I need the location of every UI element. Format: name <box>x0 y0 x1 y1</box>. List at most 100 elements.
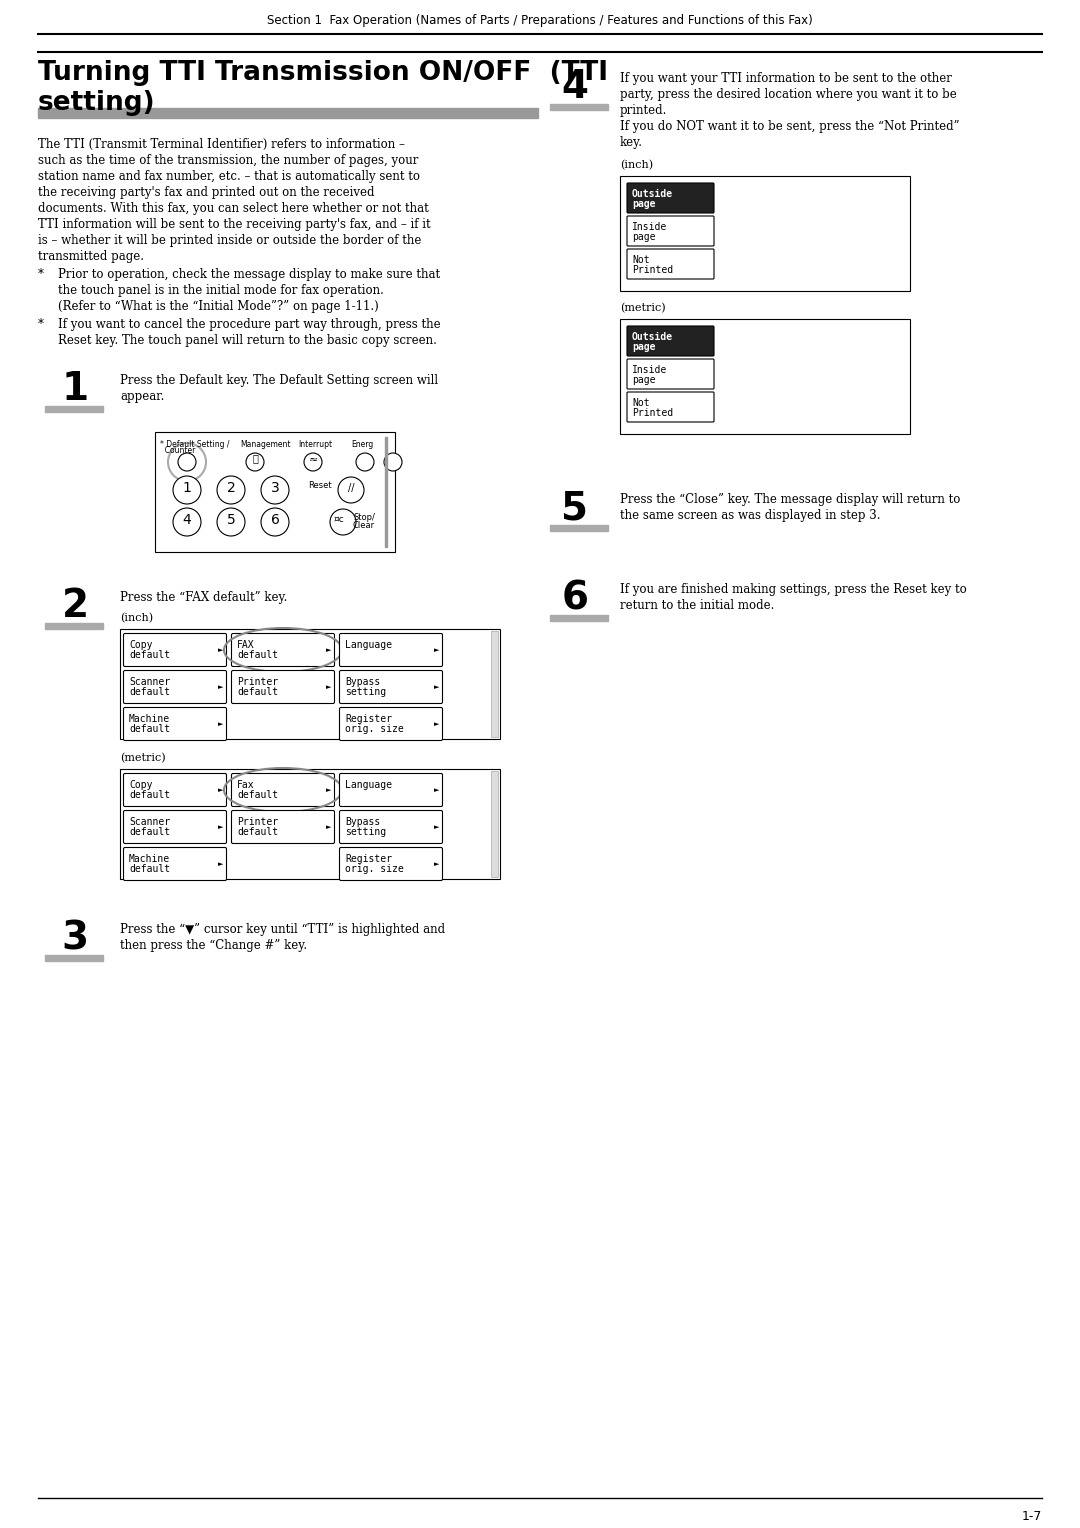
Circle shape <box>173 477 201 504</box>
Text: Energ: Energ <box>351 440 374 449</box>
Circle shape <box>384 452 402 471</box>
Bar <box>120 630 500 740</box>
Text: The TTI (Transmit Terminal Identifier) refers to information –: The TTI (Transmit Terminal Identifier) r… <box>38 138 405 151</box>
Text: Printed: Printed <box>632 264 673 275</box>
Text: party, press the desired location where you want it to be: party, press the desired location where … <box>620 89 957 101</box>
Text: 3: 3 <box>271 481 280 495</box>
Bar <box>156 432 395 552</box>
Circle shape <box>338 477 364 503</box>
Text: Scanner: Scanner <box>129 677 171 688</box>
Circle shape <box>178 452 195 471</box>
Text: page: page <box>632 374 656 385</box>
Circle shape <box>261 477 289 504</box>
Text: page: page <box>632 199 656 209</box>
Text: Turning TTI Transmission ON/OFF  (TTI: Turning TTI Transmission ON/OFF (TTI <box>38 60 608 86</box>
Text: Copy: Copy <box>129 779 152 790</box>
Text: default: default <box>237 827 279 837</box>
Text: ►: ► <box>218 787 224 793</box>
Bar <box>620 176 910 290</box>
Text: Press the Default key. The Default Setting screen will: Press the Default key. The Default Setti… <box>120 374 438 387</box>
Circle shape <box>356 452 374 471</box>
Bar <box>491 772 498 877</box>
Text: appear.: appear. <box>120 390 164 403</box>
FancyBboxPatch shape <box>627 215 714 246</box>
Text: default: default <box>237 688 279 697</box>
Text: 2: 2 <box>227 481 235 495</box>
Text: default: default <box>129 649 171 660</box>
Text: page: page <box>632 342 656 351</box>
Text: Clear: Clear <box>353 521 375 530</box>
FancyBboxPatch shape <box>339 810 443 843</box>
Text: 2: 2 <box>62 587 89 625</box>
FancyBboxPatch shape <box>627 183 714 212</box>
Bar <box>384 437 387 547</box>
Circle shape <box>246 452 264 471</box>
Text: Scanner: Scanner <box>129 817 171 827</box>
Text: 5: 5 <box>562 489 589 527</box>
Text: ≈: ≈ <box>308 455 318 465</box>
Text: //: // <box>348 483 354 494</box>
Text: *: * <box>38 318 44 332</box>
Text: 6: 6 <box>562 579 589 617</box>
FancyBboxPatch shape <box>627 393 714 422</box>
FancyBboxPatch shape <box>123 634 227 666</box>
Text: Prior to operation, check the message display to make sure that: Prior to operation, check the message di… <box>58 267 441 281</box>
Text: If you want to cancel the procedure part way through, press the: If you want to cancel the procedure part… <box>58 318 441 332</box>
Text: orig. size: orig. size <box>345 863 404 874</box>
Text: Copy: Copy <box>129 640 152 649</box>
Text: transmitted page.: transmitted page. <box>38 251 144 263</box>
Text: Printer: Printer <box>237 817 279 827</box>
Text: setting): setting) <box>38 90 156 116</box>
Text: Inside: Inside <box>632 222 667 232</box>
Text: If you do NOT want it to be sent, press the “Not Printed”: If you do NOT want it to be sent, press … <box>620 121 960 133</box>
Text: default: default <box>237 649 279 660</box>
Text: Not: Not <box>632 397 650 408</box>
Text: Management: Management <box>240 440 291 449</box>
Text: the same screen as was displayed in step 3.: the same screen as was displayed in step… <box>620 509 880 523</box>
Text: such as the time of the transmission, the number of pages, your: such as the time of the transmission, th… <box>38 154 418 167</box>
Text: (metric): (metric) <box>620 303 665 313</box>
Text: setting: setting <box>345 827 387 837</box>
Text: ►: ► <box>326 685 332 691</box>
Text: Outside: Outside <box>632 189 673 199</box>
Circle shape <box>303 452 322 471</box>
Text: 1: 1 <box>183 481 191 495</box>
Text: default: default <box>129 688 171 697</box>
Bar <box>550 614 608 620</box>
Text: (inch): (inch) <box>620 160 653 170</box>
Text: Not: Not <box>632 255 650 264</box>
FancyBboxPatch shape <box>627 249 714 280</box>
Text: ►: ► <box>218 860 224 866</box>
Text: 🔒: 🔒 <box>252 454 258 463</box>
Circle shape <box>261 507 289 536</box>
Text: ►: ► <box>326 646 332 652</box>
Bar <box>45 406 103 413</box>
Text: then press the “Change #” key.: then press the “Change #” key. <box>120 940 307 952</box>
Text: ►: ► <box>326 787 332 793</box>
FancyBboxPatch shape <box>123 671 227 703</box>
FancyBboxPatch shape <box>339 848 443 880</box>
Text: Bypass: Bypass <box>345 677 380 688</box>
FancyBboxPatch shape <box>123 773 227 807</box>
Text: Fax: Fax <box>237 779 255 790</box>
Text: ►: ► <box>218 646 224 652</box>
Text: Counter: Counter <box>160 446 195 455</box>
Text: the touch panel is in the initial mode for fax operation.: the touch panel is in the initial mode f… <box>58 284 383 296</box>
Text: documents. With this fax, you can select here whether or not that: documents. With this fax, you can select… <box>38 202 429 215</box>
Text: Outside: Outside <box>632 332 673 342</box>
FancyBboxPatch shape <box>339 707 443 741</box>
Circle shape <box>168 443 206 481</box>
Text: *: * <box>38 267 44 281</box>
Text: (inch): (inch) <box>120 613 153 623</box>
Circle shape <box>330 509 356 535</box>
Text: page: page <box>632 232 656 241</box>
Text: ►: ► <box>434 646 440 652</box>
Text: Inside: Inside <box>632 365 667 374</box>
Text: Press the “▼” cursor key until “TTI” is highlighted and: Press the “▼” cursor key until “TTI” is … <box>120 923 445 937</box>
FancyBboxPatch shape <box>123 848 227 880</box>
Text: 1: 1 <box>62 370 89 408</box>
Text: Register: Register <box>345 854 392 863</box>
Text: ►: ► <box>434 721 440 727</box>
Text: 4: 4 <box>183 513 191 527</box>
Text: Press the “FAX default” key.: Press the “FAX default” key. <box>120 591 287 604</box>
